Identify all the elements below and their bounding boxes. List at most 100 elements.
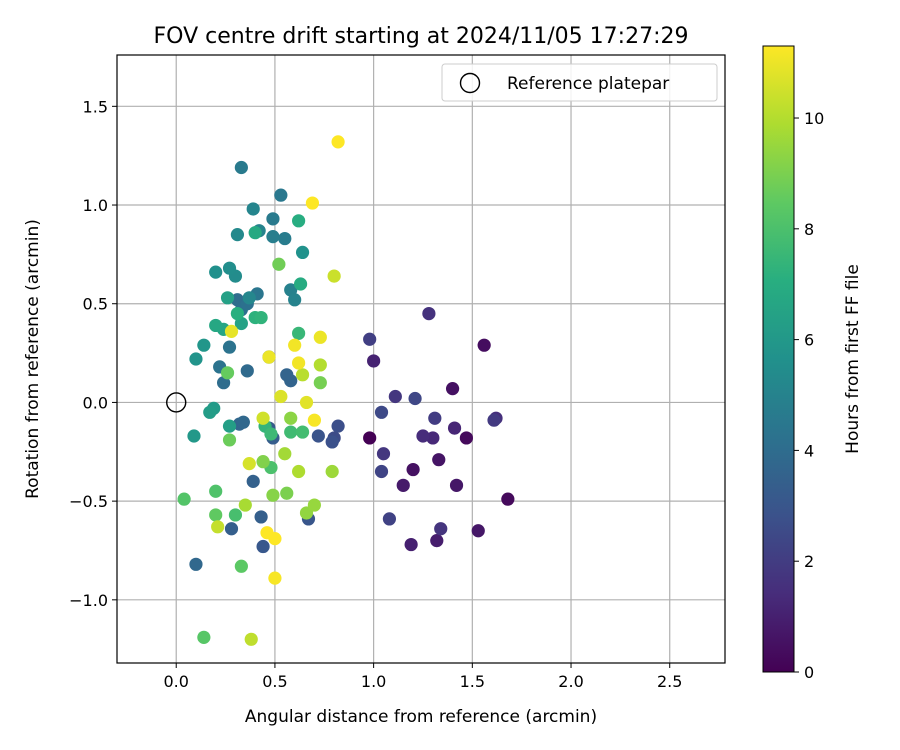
- data-point: [264, 427, 278, 441]
- data-point: [256, 411, 270, 425]
- data-point: [274, 389, 288, 404]
- data-point: [501, 492, 515, 506]
- data-point: [459, 431, 474, 445]
- data-point: [234, 316, 248, 331]
- data-point: [367, 354, 381, 368]
- y-tick-label: −0.5: [69, 492, 108, 511]
- data-point: [266, 212, 280, 226]
- data-point: [396, 478, 410, 492]
- data-point: [230, 228, 245, 242]
- data-point: [292, 464, 306, 479]
- data-point: [222, 433, 237, 447]
- data-point: [197, 338, 211, 352]
- data-point: [374, 464, 389, 479]
- colorbar: 0 2 4 6 8 10 Hours from first FF file: [762, 45, 863, 682]
- scatter-points: [177, 135, 515, 646]
- data-point: [248, 226, 262, 240]
- data-point: [228, 508, 243, 522]
- data-point: [305, 196, 320, 210]
- data-point: [266, 230, 280, 244]
- data-point: [236, 415, 250, 429]
- data-point: [280, 486, 294, 500]
- data-point: [242, 457, 256, 471]
- colorbar-tick-label: 0: [804, 663, 814, 682]
- data-point: [363, 332, 377, 346]
- data-point: [325, 464, 339, 479]
- data-point: [268, 571, 282, 585]
- data-point: [222, 340, 237, 354]
- data-point: [288, 338, 302, 352]
- data-point: [477, 338, 491, 352]
- data-point: [189, 557, 203, 571]
- data-point: [404, 537, 418, 552]
- data-point: [471, 524, 485, 538]
- data-point: [284, 411, 298, 425]
- data-point: [254, 510, 268, 524]
- data-point: [313, 330, 327, 344]
- data-point: [278, 447, 292, 461]
- data-point: [234, 559, 248, 573]
- grid-lines: [117, 55, 725, 663]
- colorbar-tick-label: 6: [804, 331, 814, 350]
- data-point: [292, 214, 306, 228]
- data-point: [256, 455, 270, 469]
- x-axis-ticks: 0.0 0.5 1.0 1.5 2.0 2.5: [163, 663, 682, 691]
- data-point: [428, 411, 442, 425]
- data-point: [295, 245, 310, 260]
- reference-marker: [166, 392, 187, 413]
- data-point: [382, 512, 397, 526]
- legend-entry-reference: Reference platepar: [507, 74, 669, 94]
- data-point: [284, 425, 298, 439]
- data-point: [313, 358, 327, 372]
- data-point: [331, 135, 345, 149]
- x-tick-label: 1.5: [460, 672, 485, 691]
- data-point: [293, 277, 308, 291]
- data-point: [292, 326, 306, 340]
- data-point: [224, 522, 239, 536]
- data-point: [331, 419, 345, 433]
- data-point: [254, 310, 268, 325]
- data-point: [292, 356, 306, 370]
- x-tick-label: 1.0: [361, 672, 386, 691]
- data-point: [256, 539, 270, 554]
- y-tick-label: 1.0: [83, 196, 108, 215]
- y-tick-label: −1.0: [69, 591, 108, 610]
- data-point: [224, 324, 239, 338]
- data-point: [430, 534, 444, 548]
- data-point: [487, 413, 501, 427]
- data-point: [434, 522, 448, 536]
- data-point: [189, 352, 203, 366]
- data-point: [209, 265, 223, 279]
- y-tick-label: 0.0: [83, 393, 108, 412]
- data-point: [416, 429, 430, 443]
- data-point: [234, 160, 248, 175]
- x-tick-label: 0.0: [163, 672, 188, 691]
- data-point: [240, 364, 254, 378]
- data-point: [280, 368, 294, 382]
- data-point: [230, 293, 245, 307]
- data-point: [209, 318, 223, 333]
- data-point: [246, 202, 260, 216]
- data-point: [209, 484, 223, 498]
- data-point: [222, 419, 237, 433]
- y-tick-label: 1.5: [83, 97, 108, 116]
- colorbar-gradient: [762, 45, 795, 673]
- data-point: [266, 488, 280, 502]
- data-point: [272, 257, 286, 271]
- data-point: [449, 478, 464, 492]
- data-point: [388, 389, 402, 404]
- data-point: [325, 435, 339, 449]
- data-point: [447, 421, 462, 435]
- reference-platepar-point: [166, 392, 187, 413]
- chart-title: FOV centre drift starting at 2024/11/05 …: [154, 24, 689, 49]
- x-tick-label: 2.5: [657, 672, 682, 691]
- data-point: [311, 429, 325, 443]
- data-point: [284, 283, 298, 297]
- data-point: [327, 269, 341, 283]
- data-point: [422, 306, 436, 321]
- data-point: [216, 376, 231, 390]
- data-point: [220, 291, 235, 305]
- colorbar-tick-label: 10: [804, 109, 824, 128]
- colorbar-ticks: 0 2 4 6 8 10: [794, 109, 824, 682]
- data-point: [406, 462, 420, 477]
